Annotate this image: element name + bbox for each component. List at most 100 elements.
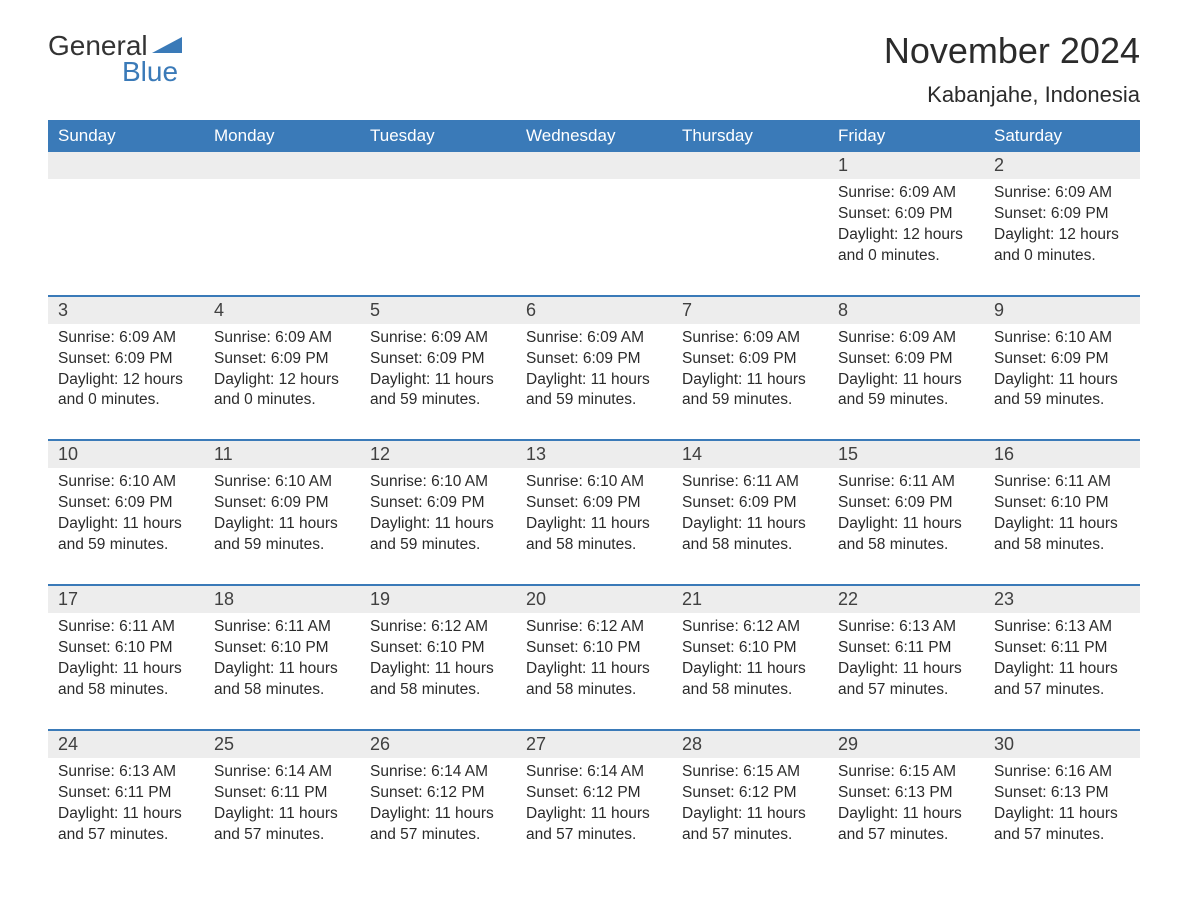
sunrise-text: Sunrise: 6:14 AM: [370, 762, 506, 783]
day-number: 21: [672, 586, 828, 613]
sunrise-text: Sunrise: 6:09 AM: [682, 328, 818, 349]
day-cell-empty: [204, 179, 360, 277]
daylight-text: Daylight: 11 hours and 59 minutes.: [370, 370, 506, 412]
sunset-text: Sunset: 6:11 PM: [838, 638, 974, 659]
sunset-text: Sunset: 6:10 PM: [214, 638, 350, 659]
weekday-header-row: SundayMondayTuesdayWednesdayThursdayFrid…: [48, 120, 1140, 152]
sunset-text: Sunset: 6:09 PM: [58, 349, 194, 370]
sunrise-text: Sunrise: 6:11 AM: [58, 617, 194, 638]
day-cell-empty: [360, 179, 516, 277]
sunrise-text: Sunrise: 6:13 AM: [994, 617, 1130, 638]
day-number: 17: [48, 586, 204, 613]
sunrise-text: Sunrise: 6:12 AM: [526, 617, 662, 638]
day-number: 23: [984, 586, 1140, 613]
day-number: 12: [360, 441, 516, 468]
day-cell: Sunrise: 6:11 AMSunset: 6:10 PMDaylight:…: [984, 468, 1140, 566]
day-cell: Sunrise: 6:09 AMSunset: 6:09 PMDaylight:…: [516, 324, 672, 422]
sunset-text: Sunset: 6:09 PM: [994, 349, 1130, 370]
day-number-row: 17181920212223: [48, 586, 1140, 613]
sunrise-text: Sunrise: 6:10 AM: [214, 472, 350, 493]
day-cell: Sunrise: 6:16 AMSunset: 6:13 PMDaylight:…: [984, 758, 1140, 856]
sunset-text: Sunset: 6:10 PM: [370, 638, 506, 659]
sunset-text: Sunset: 6:09 PM: [526, 493, 662, 514]
day-number: 28: [672, 731, 828, 758]
day-number: 9: [984, 297, 1140, 324]
sunrise-text: Sunrise: 6:09 AM: [370, 328, 506, 349]
sunrise-text: Sunrise: 6:11 AM: [214, 617, 350, 638]
sunset-text: Sunset: 6:09 PM: [214, 493, 350, 514]
daylight-text: Daylight: 11 hours and 59 minutes.: [58, 514, 194, 556]
sunset-text: Sunset: 6:10 PM: [58, 638, 194, 659]
calendar-week: 3456789Sunrise: 6:09 AMSunset: 6:09 PMDa…: [48, 295, 1140, 422]
day-number: 3: [48, 297, 204, 324]
sunrise-text: Sunrise: 6:09 AM: [994, 183, 1130, 204]
sunrise-text: Sunrise: 6:09 AM: [526, 328, 662, 349]
sunset-text: Sunset: 6:09 PM: [994, 204, 1130, 225]
day-cell-empty: [672, 179, 828, 277]
day-number-row: 12: [48, 152, 1140, 179]
sunrise-text: Sunrise: 6:10 AM: [994, 328, 1130, 349]
sunset-text: Sunset: 6:11 PM: [214, 783, 350, 804]
weekday-header-monday: Monday: [204, 120, 360, 152]
sunset-text: Sunset: 6:09 PM: [838, 349, 974, 370]
day-cell: Sunrise: 6:10 AMSunset: 6:09 PMDaylight:…: [360, 468, 516, 566]
day-cell: Sunrise: 6:10 AMSunset: 6:09 PMDaylight:…: [516, 468, 672, 566]
day-number: 10: [48, 441, 204, 468]
sunrise-text: Sunrise: 6:09 AM: [214, 328, 350, 349]
sunset-text: Sunset: 6:11 PM: [58, 783, 194, 804]
day-number: [204, 152, 360, 179]
weekday-header-sunday: Sunday: [48, 120, 204, 152]
daylight-text: Daylight: 12 hours and 0 minutes.: [838, 225, 974, 267]
location-text: Kabanjahe, Indonesia: [884, 82, 1140, 108]
daylight-text: Daylight: 11 hours and 57 minutes.: [214, 804, 350, 846]
daylight-text: Daylight: 11 hours and 57 minutes.: [58, 804, 194, 846]
day-cell: Sunrise: 6:13 AMSunset: 6:11 PMDaylight:…: [48, 758, 204, 856]
sunset-text: Sunset: 6:09 PM: [214, 349, 350, 370]
daylight-text: Daylight: 11 hours and 58 minutes.: [994, 514, 1130, 556]
day-number: 15: [828, 441, 984, 468]
daylight-text: Daylight: 11 hours and 58 minutes.: [526, 514, 662, 556]
sunset-text: Sunset: 6:09 PM: [838, 204, 974, 225]
weekday-header-saturday: Saturday: [984, 120, 1140, 152]
weekday-header-friday: Friday: [828, 120, 984, 152]
daylight-text: Daylight: 12 hours and 0 minutes.: [994, 225, 1130, 267]
weekday-header-wednesday: Wednesday: [516, 120, 672, 152]
daylight-text: Daylight: 11 hours and 59 minutes.: [526, 370, 662, 412]
day-cell: Sunrise: 6:12 AMSunset: 6:10 PMDaylight:…: [672, 613, 828, 711]
daylight-text: Daylight: 11 hours and 57 minutes.: [370, 804, 506, 846]
day-cell: Sunrise: 6:09 AMSunset: 6:09 PMDaylight:…: [360, 324, 516, 422]
sunset-text: Sunset: 6:09 PM: [58, 493, 194, 514]
daylight-text: Daylight: 11 hours and 58 minutes.: [526, 659, 662, 701]
logo-word-blue: Blue: [122, 56, 182, 88]
day-cell: Sunrise: 6:09 AMSunset: 6:09 PMDaylight:…: [828, 179, 984, 277]
sunset-text: Sunset: 6:10 PM: [526, 638, 662, 659]
day-number: 14: [672, 441, 828, 468]
sunset-text: Sunset: 6:12 PM: [682, 783, 818, 804]
day-cell: Sunrise: 6:11 AMSunset: 6:09 PMDaylight:…: [672, 468, 828, 566]
day-number: 13: [516, 441, 672, 468]
sunset-text: Sunset: 6:09 PM: [682, 349, 818, 370]
daylight-text: Daylight: 11 hours and 58 minutes.: [682, 514, 818, 556]
calendar-week: 24252627282930Sunrise: 6:13 AMSunset: 6:…: [48, 729, 1140, 856]
sunset-text: Sunset: 6:09 PM: [838, 493, 974, 514]
day-number: [48, 152, 204, 179]
day-number: 20: [516, 586, 672, 613]
day-number: 1: [828, 152, 984, 179]
daylight-text: Daylight: 11 hours and 59 minutes.: [214, 514, 350, 556]
day-cell: Sunrise: 6:13 AMSunset: 6:11 PMDaylight:…: [984, 613, 1140, 711]
calendar-week: 12Sunrise: 6:09 AMSunset: 6:09 PMDayligh…: [48, 152, 1140, 277]
sunrise-text: Sunrise: 6:11 AM: [682, 472, 818, 493]
day-cell: Sunrise: 6:11 AMSunset: 6:09 PMDaylight:…: [828, 468, 984, 566]
sunset-text: Sunset: 6:12 PM: [370, 783, 506, 804]
sunrise-text: Sunrise: 6:11 AM: [838, 472, 974, 493]
daylight-text: Daylight: 11 hours and 59 minutes.: [838, 370, 974, 412]
day-number: 22: [828, 586, 984, 613]
daylight-text: Daylight: 11 hours and 58 minutes.: [682, 659, 818, 701]
sunrise-text: Sunrise: 6:12 AM: [370, 617, 506, 638]
sunset-text: Sunset: 6:13 PM: [994, 783, 1130, 804]
day-cell: Sunrise: 6:09 AMSunset: 6:09 PMDaylight:…: [672, 324, 828, 422]
sunset-text: Sunset: 6:10 PM: [994, 493, 1130, 514]
sunrise-text: Sunrise: 6:09 AM: [838, 328, 974, 349]
day-cell: Sunrise: 6:12 AMSunset: 6:10 PMDaylight:…: [516, 613, 672, 711]
day-cell: Sunrise: 6:11 AMSunset: 6:10 PMDaylight:…: [48, 613, 204, 711]
